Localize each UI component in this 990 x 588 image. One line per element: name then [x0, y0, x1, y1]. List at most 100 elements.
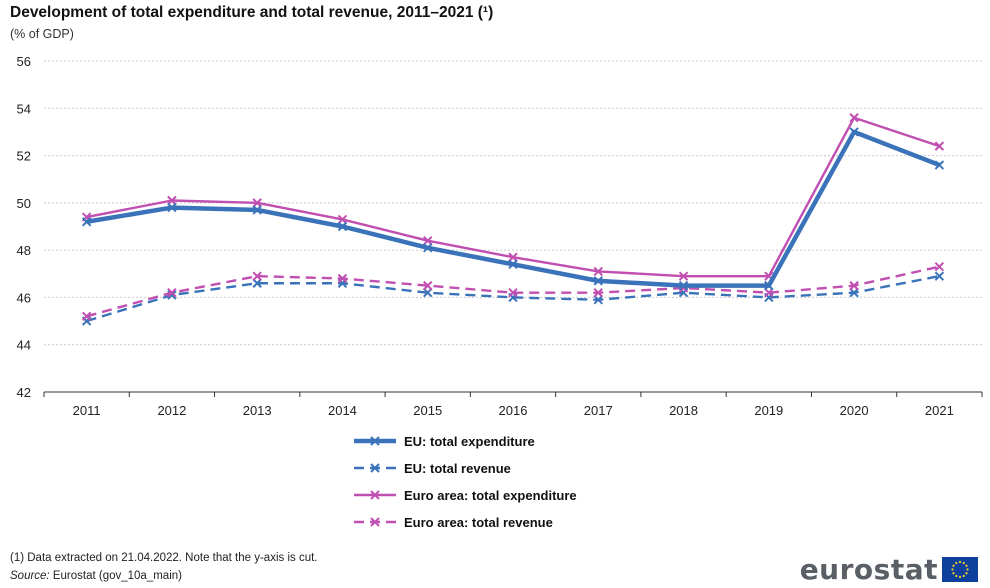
eurostat-logo: eurostat [800, 553, 978, 586]
marker-stroke [370, 463, 380, 473]
marker-stroke [934, 261, 945, 272]
legend-label: EU: total expenditure [404, 434, 535, 449]
data-point [370, 436, 380, 446]
data-point [678, 271, 689, 281]
data-point [934, 261, 945, 272]
y-tick-label: 44 [17, 338, 31, 353]
x-tick-label: 2020 [840, 403, 869, 418]
flag-star [965, 564, 968, 567]
series-line [86, 129, 941, 288]
marker-stroke [678, 271, 689, 281]
flag-star [958, 575, 962, 579]
marker-stroke [81, 311, 92, 322]
marker-stroke [678, 280, 689, 291]
marker-stroke [370, 436, 380, 446]
y-tick-label: 46 [17, 290, 31, 305]
data-point [423, 287, 433, 298]
marker-stroke [337, 273, 348, 284]
legend: EU: total expenditure EU: total revenue Eu… [354, 434, 577, 530]
data-point [764, 287, 774, 298]
data-point [593, 295, 603, 305]
series-line [86, 116, 940, 278]
marker-stroke [849, 280, 859, 291]
marker-stroke [423, 235, 433, 246]
marker-stroke [508, 259, 518, 270]
marker-stroke [370, 490, 380, 500]
marker-stroke [593, 266, 603, 277]
data-point [337, 273, 348, 284]
data-point [593, 287, 603, 298]
data-point [370, 463, 380, 473]
marker-stroke [423, 280, 433, 291]
marker-stroke [764, 280, 774, 291]
data-point [337, 214, 348, 225]
data-point [167, 195, 177, 206]
data-point [593, 276, 603, 286]
data-point [764, 280, 774, 291]
series-lines [81, 113, 945, 326]
marker-stroke [337, 221, 348, 232]
marker-stroke [764, 287, 774, 298]
marker-stroke [593, 287, 603, 298]
data-point [508, 252, 518, 262]
x-tick-label: 2018 [669, 403, 698, 418]
marker-stroke [167, 202, 177, 213]
legend-label: Euro area: total expenditure [404, 488, 577, 503]
marker-stroke [337, 214, 348, 225]
data-point [252, 205, 262, 215]
data-point [934, 271, 945, 281]
marker-stroke [764, 271, 774, 281]
data-point [849, 287, 859, 298]
y-tick-labels: 42 44 46 48 50 52 54 56 [17, 54, 31, 400]
legend-label: Euro area: total revenue [404, 515, 553, 530]
data-point [849, 113, 859, 123]
x-tick-label: 2017 [584, 403, 613, 418]
flag-star [962, 561, 965, 565]
data-point [934, 141, 945, 151]
x-axis: 2011 2012 2013 2014 2015 2016 2017 2018 2019 2020… [43, 391, 983, 418]
data-point [423, 280, 433, 291]
marker-stroke [167, 195, 177, 206]
data-point [423, 243, 433, 253]
marker-stroke [934, 160, 945, 170]
footnote: (1) Data extracted on 21.04.2022. Note t… [10, 552, 318, 564]
data-point [167, 287, 177, 298]
marker-stroke [849, 287, 859, 298]
marker-stroke [849, 113, 859, 123]
y-tick-label: 42 [17, 385, 31, 400]
legend-label: EU: total revenue [404, 461, 511, 476]
data-point [370, 517, 380, 527]
marker-stroke [81, 217, 92, 227]
marker-stroke [370, 517, 380, 527]
y-tick-label: 54 [17, 101, 31, 116]
marker-stroke [934, 271, 945, 281]
y-tick-label: 52 [17, 149, 31, 164]
data-point [252, 198, 262, 208]
data-point [81, 217, 92, 227]
series-line [86, 265, 940, 318]
source-text: Eurostat (gov_10a_main) [52, 570, 182, 582]
marker-stroke [252, 271, 262, 281]
x-tick-label: 2012 [157, 403, 186, 418]
data-point [849, 127, 859, 137]
chart-title: Development of total expenditure and tot… [10, 4, 494, 21]
data-point [337, 221, 348, 232]
x-tick-label: 2015 [413, 403, 442, 418]
logo-text: eurostat [799, 553, 938, 586]
flag-star [951, 568, 954, 571]
x-tick-label: 2016 [499, 403, 528, 418]
x-tick-label: 2014 [328, 403, 357, 418]
flag-star [965, 572, 968, 575]
x-tick-label: 2021 [925, 403, 954, 418]
marker-stroke [593, 295, 603, 305]
flag-star [955, 574, 958, 578]
source-note: Source: Eurostat (gov_10a_main) [10, 570, 182, 582]
series-line [86, 274, 940, 323]
data-point [252, 278, 262, 288]
flag-star [952, 564, 955, 567]
x-tick-label: 2013 [243, 403, 272, 418]
data-point [167, 202, 177, 213]
data-point [81, 311, 92, 322]
flag-star [966, 568, 969, 571]
